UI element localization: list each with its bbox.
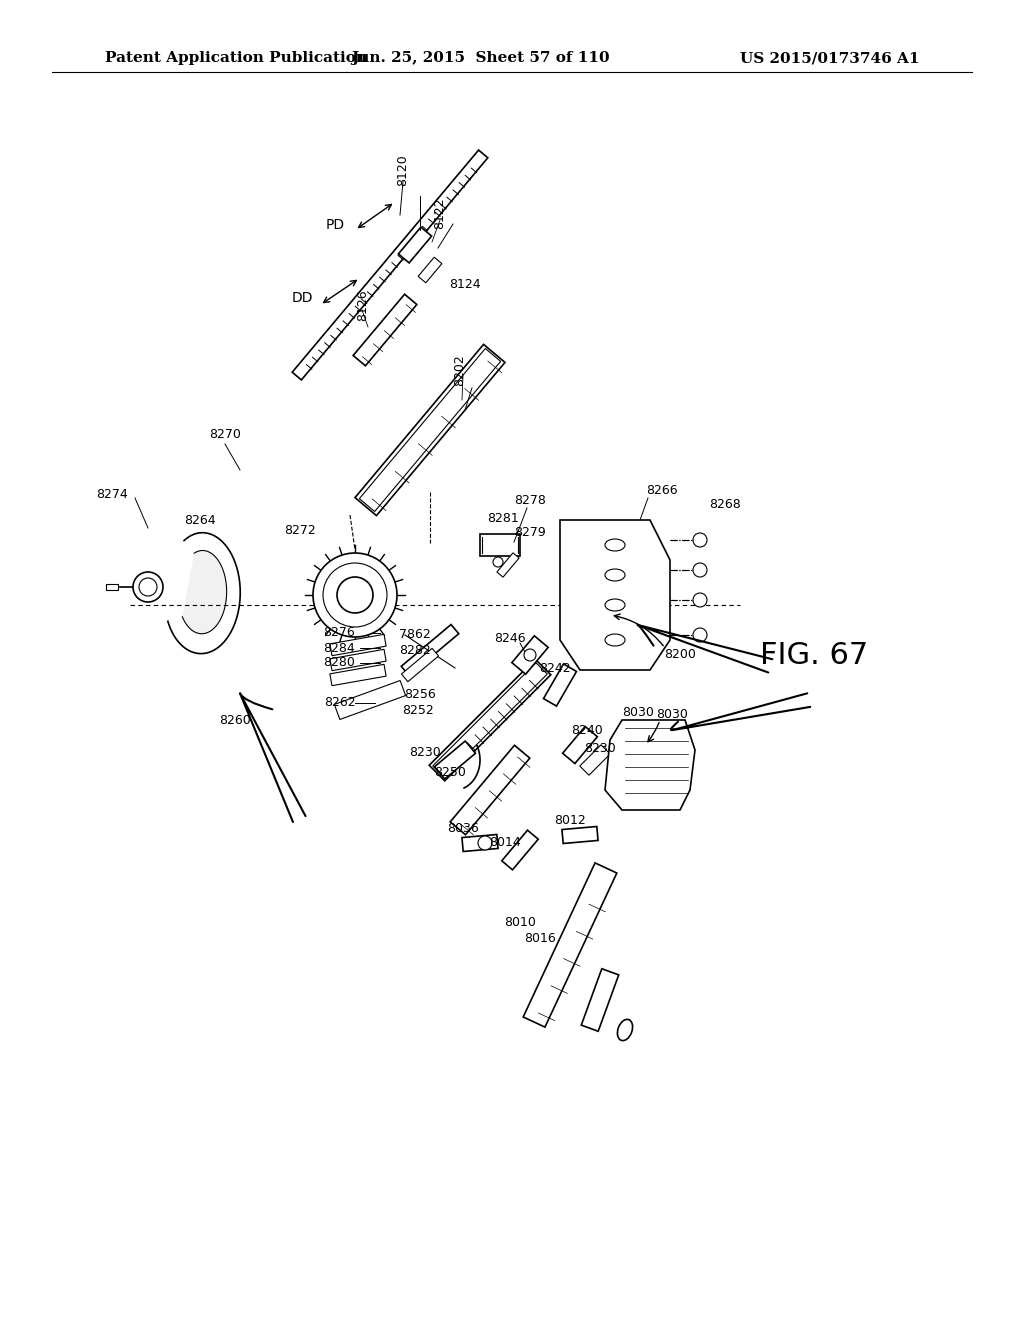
Text: 8281: 8281: [487, 511, 519, 524]
Text: DD: DD: [291, 290, 312, 305]
Text: 8279: 8279: [514, 525, 546, 539]
Polygon shape: [523, 863, 616, 1027]
Polygon shape: [418, 257, 442, 282]
Text: 8274: 8274: [96, 488, 128, 502]
Polygon shape: [353, 294, 417, 366]
Ellipse shape: [617, 1019, 633, 1040]
Text: 8260: 8260: [219, 714, 251, 726]
Text: 8230: 8230: [410, 747, 441, 759]
Polygon shape: [106, 583, 118, 590]
Polygon shape: [330, 664, 386, 685]
Polygon shape: [605, 719, 695, 810]
Text: 8242: 8242: [540, 661, 570, 675]
Polygon shape: [502, 830, 539, 870]
Text: Jun. 25, 2015  Sheet 57 of 110: Jun. 25, 2015 Sheet 57 of 110: [350, 51, 609, 65]
Text: 8126: 8126: [356, 289, 370, 321]
Polygon shape: [355, 345, 505, 516]
Text: FIG. 67: FIG. 67: [760, 640, 868, 669]
Text: 8256: 8256: [404, 689, 436, 701]
Text: 8246: 8246: [495, 631, 525, 644]
Polygon shape: [335, 681, 406, 719]
Circle shape: [524, 649, 536, 661]
Text: 8266: 8266: [646, 483, 678, 496]
Text: 7862: 7862: [399, 628, 431, 642]
Ellipse shape: [605, 599, 625, 611]
Text: 8030: 8030: [622, 705, 654, 718]
Circle shape: [337, 577, 373, 612]
Polygon shape: [401, 648, 438, 681]
Text: 8012: 8012: [554, 813, 586, 826]
Text: 8268: 8268: [710, 499, 741, 511]
Ellipse shape: [605, 634, 625, 645]
Ellipse shape: [605, 539, 625, 550]
Circle shape: [693, 533, 707, 546]
Polygon shape: [582, 969, 618, 1031]
Text: 8036: 8036: [447, 821, 479, 834]
Polygon shape: [562, 726, 597, 763]
Text: 8014: 8014: [489, 837, 521, 850]
Polygon shape: [480, 535, 520, 556]
Circle shape: [693, 628, 707, 642]
Polygon shape: [292, 150, 487, 380]
Polygon shape: [560, 520, 670, 671]
Text: 8262: 8262: [325, 697, 355, 710]
Polygon shape: [580, 744, 610, 775]
Text: 8252: 8252: [402, 704, 434, 717]
Circle shape: [313, 553, 397, 638]
Circle shape: [133, 572, 163, 602]
Text: 8280: 8280: [324, 656, 355, 669]
Text: 8030: 8030: [656, 709, 688, 722]
Text: 8120: 8120: [396, 154, 410, 186]
Text: 8230: 8230: [584, 742, 615, 755]
Circle shape: [693, 593, 707, 607]
Text: 8124: 8124: [450, 279, 481, 292]
Polygon shape: [544, 664, 577, 706]
Text: 8202: 8202: [454, 354, 467, 385]
Text: US 2015/0173746 A1: US 2015/0173746 A1: [740, 51, 920, 65]
Polygon shape: [433, 663, 547, 777]
Polygon shape: [398, 227, 431, 263]
Text: 8240: 8240: [571, 723, 603, 737]
Text: 8284: 8284: [324, 642, 355, 655]
Circle shape: [693, 564, 707, 577]
Polygon shape: [330, 649, 386, 671]
Text: 8264: 8264: [184, 513, 216, 527]
Text: 8016: 8016: [524, 932, 556, 945]
Text: 8010: 8010: [504, 916, 536, 928]
Polygon shape: [359, 348, 501, 512]
Text: 8200: 8200: [664, 648, 696, 661]
Polygon shape: [330, 635, 386, 656]
Text: 8278: 8278: [514, 494, 546, 507]
Text: 8272: 8272: [284, 524, 315, 536]
Polygon shape: [497, 553, 519, 577]
Polygon shape: [434, 741, 475, 779]
Text: Patent Application Publication: Patent Application Publication: [105, 51, 367, 65]
Text: 8282: 8282: [399, 644, 431, 656]
Polygon shape: [451, 746, 529, 834]
Polygon shape: [512, 636, 548, 675]
Text: 8250: 8250: [434, 767, 466, 780]
Polygon shape: [429, 659, 551, 781]
Circle shape: [323, 564, 387, 627]
Text: 8276: 8276: [324, 627, 355, 639]
Text: PD: PD: [326, 218, 344, 232]
Text: 8122: 8122: [433, 197, 446, 228]
Polygon shape: [182, 550, 226, 634]
Circle shape: [493, 557, 503, 568]
Polygon shape: [401, 624, 459, 676]
Ellipse shape: [605, 569, 625, 581]
Text: 8270: 8270: [209, 429, 241, 441]
Circle shape: [478, 836, 492, 850]
Polygon shape: [462, 834, 498, 851]
Polygon shape: [562, 826, 598, 843]
Polygon shape: [168, 533, 241, 653]
Circle shape: [139, 578, 157, 597]
